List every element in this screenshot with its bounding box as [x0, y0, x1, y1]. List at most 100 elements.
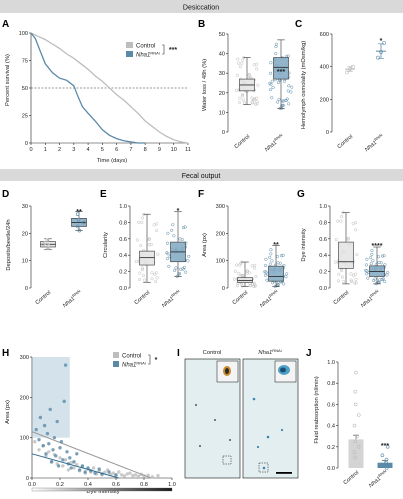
- panel-f-data-point: [238, 263, 242, 267]
- panel-e-data-point: [165, 241, 170, 245]
- panel-h-point-control: [47, 450, 51, 454]
- deposit-control-4: [229, 439, 231, 441]
- panel-f-data-point: [245, 269, 249, 273]
- panel-g-y-tick-label: 0.6: [319, 237, 327, 243]
- panel-f-data-point: [233, 269, 237, 273]
- panel-d-category-label: Nha1RNAi: [61, 288, 84, 309]
- panel-b-data-point: [269, 82, 273, 86]
- panel-f-data-point: [268, 255, 272, 259]
- panel-e-data-point: [174, 266, 178, 270]
- panel-b-data-point: [241, 94, 245, 98]
- panel-b-y-tick-label: 20: [219, 91, 225, 97]
- panel-e-data-point: [147, 238, 151, 242]
- panel-j-data-point: [353, 455, 357, 460]
- panel-h-dye-gradient-bar: [31, 487, 173, 492]
- panel-h-point-nha1: [44, 452, 48, 456]
- panel-g-data-point: [386, 270, 390, 274]
- panel-d-y-tick-label: 0: [25, 286, 28, 292]
- panel-f-box: [268, 265, 284, 282]
- panel-e-data-point: [134, 260, 138, 264]
- panel-a-x-tick-label: 3: [72, 147, 75, 153]
- panel-c-ylabel: Hemolymph osmolality (mOsm/kg): [301, 41, 307, 130]
- panel-h-point-control: [58, 456, 62, 460]
- panel-b-data-point: [281, 103, 285, 107]
- deposit-nha1-inset-core: [280, 367, 286, 373]
- panel-f-data-point: [252, 281, 256, 285]
- panel-e-data-point: [137, 277, 142, 282]
- panel-h-point-nha1: [47, 442, 51, 446]
- panel-letter-b: B: [198, 19, 205, 30]
- panel-h-point-nha1: [54, 454, 58, 458]
- panel-f-data-point: [248, 283, 252, 287]
- panel-g-y-tick-label: 0.2: [319, 270, 327, 276]
- panel-letter-c: C: [295, 19, 302, 30]
- panel-h-x-tick-label: 0.4: [84, 482, 92, 488]
- panel-f-data-point: [251, 282, 255, 286]
- panel-b-category-label: Nha1RNAi: [263, 132, 286, 153]
- panel-b-data-point: [287, 84, 291, 88]
- panel-a-ylabel: Percent survival (%): [5, 54, 11, 106]
- selection-box-nha1: [258, 462, 269, 473]
- panel-g-data-point: [377, 280, 381, 284]
- panel-g-data-point: [370, 252, 374, 256]
- panel-e-data-point: [141, 268, 145, 272]
- panel-e-category-label: Control: [134, 290, 152, 306]
- panel-d-data-point: [43, 241, 47, 245]
- panel-e-y-tick-label: 0.0: [119, 286, 127, 292]
- panel-c-y-tick-label: 0: [326, 130, 329, 136]
- panel-e-data-point: [167, 264, 171, 268]
- panel-d-category-label: Control: [35, 290, 53, 306]
- panel-i-title-nha1: Nha1RNAi: [258, 348, 281, 356]
- panel-g-data-point: [354, 277, 358, 281]
- panel-j-data-point: [385, 444, 390, 449]
- panel-a-y-tick-label: 25: [22, 114, 28, 120]
- panel-b-data-point: [274, 42, 279, 46]
- panel-b-data-point: [248, 75, 252, 79]
- panel-g-y-tick-label: 1.0: [319, 204, 327, 210]
- panel-d-data-point: [75, 212, 80, 216]
- panel-c-y-tick-label: 400: [320, 65, 329, 71]
- panel-b-data-point: [250, 96, 254, 100]
- panel-g-box: [338, 241, 354, 269]
- panel-h-point-nha1: [48, 407, 52, 412]
- panel-b-y-tick-label: 50: [219, 32, 225, 38]
- panel-h-y-tick-label: 0: [26, 476, 29, 482]
- panel-h-y-tick-label: 300: [20, 355, 29, 361]
- panel-a-series-nha1: [30, 32, 146, 144]
- scale-bar: [276, 472, 292, 474]
- panel-a-legend-control: Control: [136, 44, 155, 50]
- panel-j-data-point: [384, 466, 389, 470]
- panel-e-data-point: [180, 237, 184, 242]
- panel-f-data-point: [253, 266, 257, 270]
- panel-b-data-point: [237, 61, 241, 65]
- panel-f-data-point: [279, 254, 283, 258]
- banner-desiccation-title: Desiccation: [183, 5, 219, 12]
- panel-f-data-point: [245, 269, 249, 273]
- panel-d-y-tick-label: 30: [22, 204, 28, 210]
- panel-g-data-point: [354, 228, 358, 232]
- panel-e-data-point: [173, 268, 177, 273]
- panel-j-category-label: Control: [343, 470, 361, 486]
- panel-letter-i: I: [177, 348, 180, 359]
- panel-f-data-point: [276, 261, 280, 265]
- panel-d-data-point: [76, 217, 81, 222]
- panel-h-point-control: [146, 473, 150, 477]
- panel-h-point-nha1: [62, 399, 66, 404]
- panel-g-data-point: [334, 238, 338, 242]
- panel-f-data-point: [232, 277, 236, 281]
- panel-b-data-point: [276, 100, 280, 104]
- panel-f-data-point: [235, 263, 239, 267]
- panel-b-data-point: [287, 102, 291, 106]
- panel-f-y-tick-label: 0: [222, 286, 225, 292]
- panel-h-point-nha1: [38, 415, 43, 420]
- panel-b-ylabel: Water loss / 48h (%): [202, 59, 208, 111]
- panel-e-data-point: [140, 220, 144, 225]
- deposit-control-1: [195, 404, 197, 406]
- panel-g-data-point: [353, 272, 357, 276]
- panel-b-data-point: [238, 96, 242, 100]
- panel-f-data-point: [270, 259, 274, 263]
- panel-b-data-point: [255, 102, 259, 106]
- panel-a-x-tick-label: 0: [29, 147, 32, 153]
- panel-e-data-point: [184, 270, 188, 274]
